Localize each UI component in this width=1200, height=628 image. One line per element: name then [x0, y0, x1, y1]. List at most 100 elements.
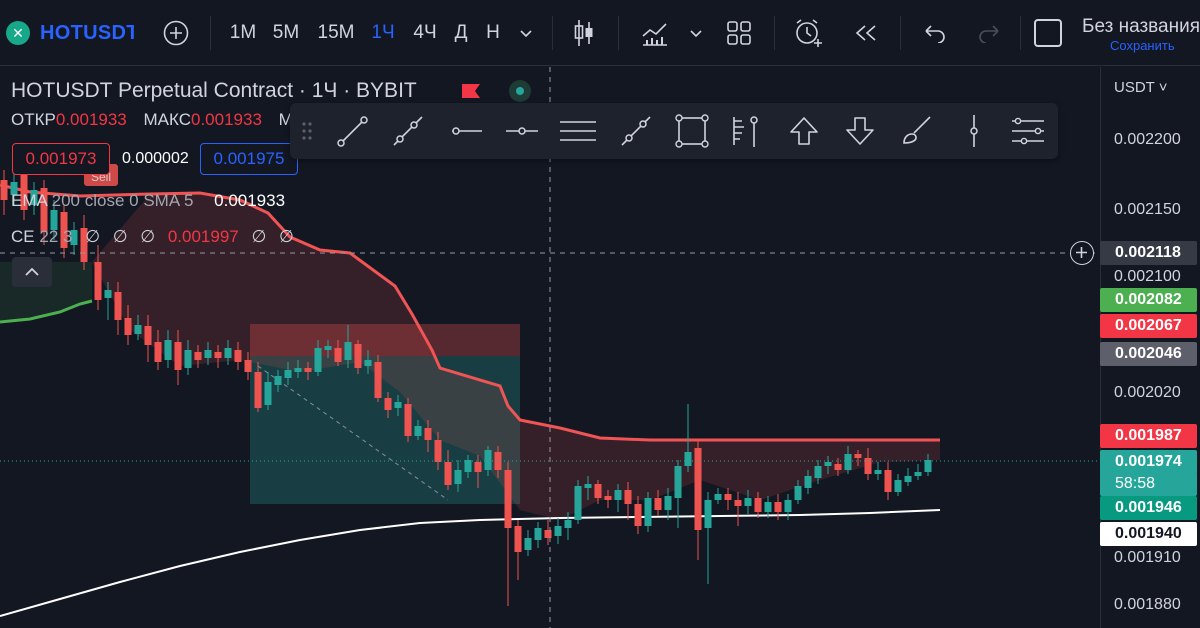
add-alert-plus-icon[interactable] [1070, 241, 1094, 265]
open-label: ОТКР [11, 110, 56, 129]
candle-body [424, 428, 432, 440]
take-profit-zone [250, 356, 520, 504]
rectangle-icon[interactable] [674, 113, 710, 149]
alert-icon[interactable] [790, 0, 828, 66]
market-status-icon[interactable] [509, 80, 531, 102]
candle-body [444, 462, 452, 485]
candle [204, 342, 212, 365]
interval-5m[interactable]: 5M [272, 22, 300, 43]
candle-body [854, 454, 862, 458]
interval-1d[interactable]: Д [454, 22, 468, 43]
arrow-down-icon[interactable] [842, 113, 878, 149]
candle [864, 448, 872, 480]
interval-1m[interactable]: 1M [229, 22, 257, 43]
candle [894, 474, 902, 496]
candle [704, 492, 712, 584]
collapse-legend-button[interactable] [12, 257, 52, 287]
price-badge: 0.002067 [1100, 314, 1197, 338]
interval-1w[interactable]: Н [486, 22, 500, 43]
indicators-chevron-down-icon[interactable] [684, 0, 708, 66]
horizontal-ray-icon[interactable] [448, 113, 484, 149]
save-button[interactable]: Сохранить [1110, 38, 1175, 53]
price-tick: 0.002100 [1114, 268, 1181, 285]
candle [424, 420, 432, 452]
interval-4h[interactable]: 4Ч [413, 22, 437, 43]
candle-body [794, 486, 802, 500]
toolbar-divider [618, 16, 619, 50]
candle [284, 362, 292, 385]
redo-icon[interactable] [972, 0, 1008, 66]
candle [254, 362, 262, 412]
indicator-ce-legend[interactable]: CE 22 3 ∅ ∅ ∅ 0.001997 ∅ ∅ [11, 227, 294, 247]
candle [844, 446, 852, 474]
sell-button[interactable]: 0.001973 [12, 143, 110, 175]
candle-body [284, 370, 292, 378]
candle [94, 245, 102, 310]
extended-line-icon[interactable] [618, 113, 654, 149]
trend-line-icon[interactable] [334, 113, 370, 149]
chart-background-layer [250, 324, 520, 504]
candle [514, 520, 522, 580]
indicator-ema-legend[interactable]: EMA 200 close 0 SMA 5 0.001933 [11, 191, 285, 211]
open-value: 0.001933 [55, 110, 127, 129]
replay-icon[interactable] [846, 0, 886, 66]
candle [334, 340, 342, 366]
candle [10, 172, 18, 205]
horizontal-line-icon[interactable] [504, 113, 540, 149]
drag-handle-icon[interactable] [300, 120, 314, 142]
candle [754, 492, 762, 518]
candle [304, 362, 312, 380]
toolbar-divider [552, 16, 553, 50]
brush-icon[interactable] [900, 113, 936, 149]
templates-icon[interactable] [722, 0, 756, 66]
candle [70, 222, 78, 255]
candle [314, 340, 322, 376]
chart-type-icon[interactable] [566, 0, 602, 66]
flag-icon[interactable] [461, 83, 481, 99]
candle [604, 490, 612, 508]
add-symbol-icon[interactable] [158, 0, 194, 66]
candle-body [384, 398, 392, 410]
high-value: 0.001933 [191, 110, 262, 129]
candle-body [844, 454, 852, 470]
layout-title[interactable]: Без названия [1082, 16, 1200, 37]
undo-icon[interactable] [916, 0, 952, 66]
candle-body [484, 450, 492, 470]
ray-icon[interactable] [390, 113, 426, 149]
layout-icon[interactable] [1034, 19, 1062, 47]
currency-selector[interactable]: USDT ˅ [1114, 79, 1168, 96]
candle [394, 395, 402, 416]
interval-menu-chevron-down-icon[interactable] [514, 0, 538, 66]
arrow-up-icon[interactable] [786, 113, 822, 149]
candle [634, 496, 642, 534]
buy-button[interactable]: 0.001975 [200, 143, 298, 175]
candle-body [264, 382, 272, 405]
candle [814, 460, 822, 484]
candle [354, 340, 362, 374]
position-connector-line [257, 365, 449, 501]
candle [174, 330, 182, 385]
settings-list-icon[interactable] [1010, 113, 1046, 149]
more-label: М [278, 110, 293, 129]
interval-1h[interactable]: 1Ч [371, 22, 395, 43]
candle [144, 315, 152, 362]
candle [734, 492, 742, 526]
symbol-search-button[interactable]: ✕ HOTUSDT [0, 14, 134, 52]
candle [924, 454, 932, 476]
candle [774, 494, 782, 520]
candle-body [324, 346, 332, 350]
fib-icon[interactable] [726, 113, 762, 149]
candle [444, 450, 452, 490]
candle-body [884, 470, 892, 492]
candle-body [594, 484, 602, 498]
candle-body [784, 500, 792, 512]
candle [20, 168, 28, 220]
candle-body [344, 342, 352, 360]
parallel-channel-icon[interactable] [560, 113, 596, 149]
candle-body [634, 504, 642, 526]
interval-15m[interactable]: 15M [317, 22, 355, 43]
indicators-icon[interactable] [636, 0, 674, 66]
vertical-line-icon[interactable] [956, 113, 992, 149]
candle-body [184, 350, 192, 368]
candle [434, 432, 442, 470]
